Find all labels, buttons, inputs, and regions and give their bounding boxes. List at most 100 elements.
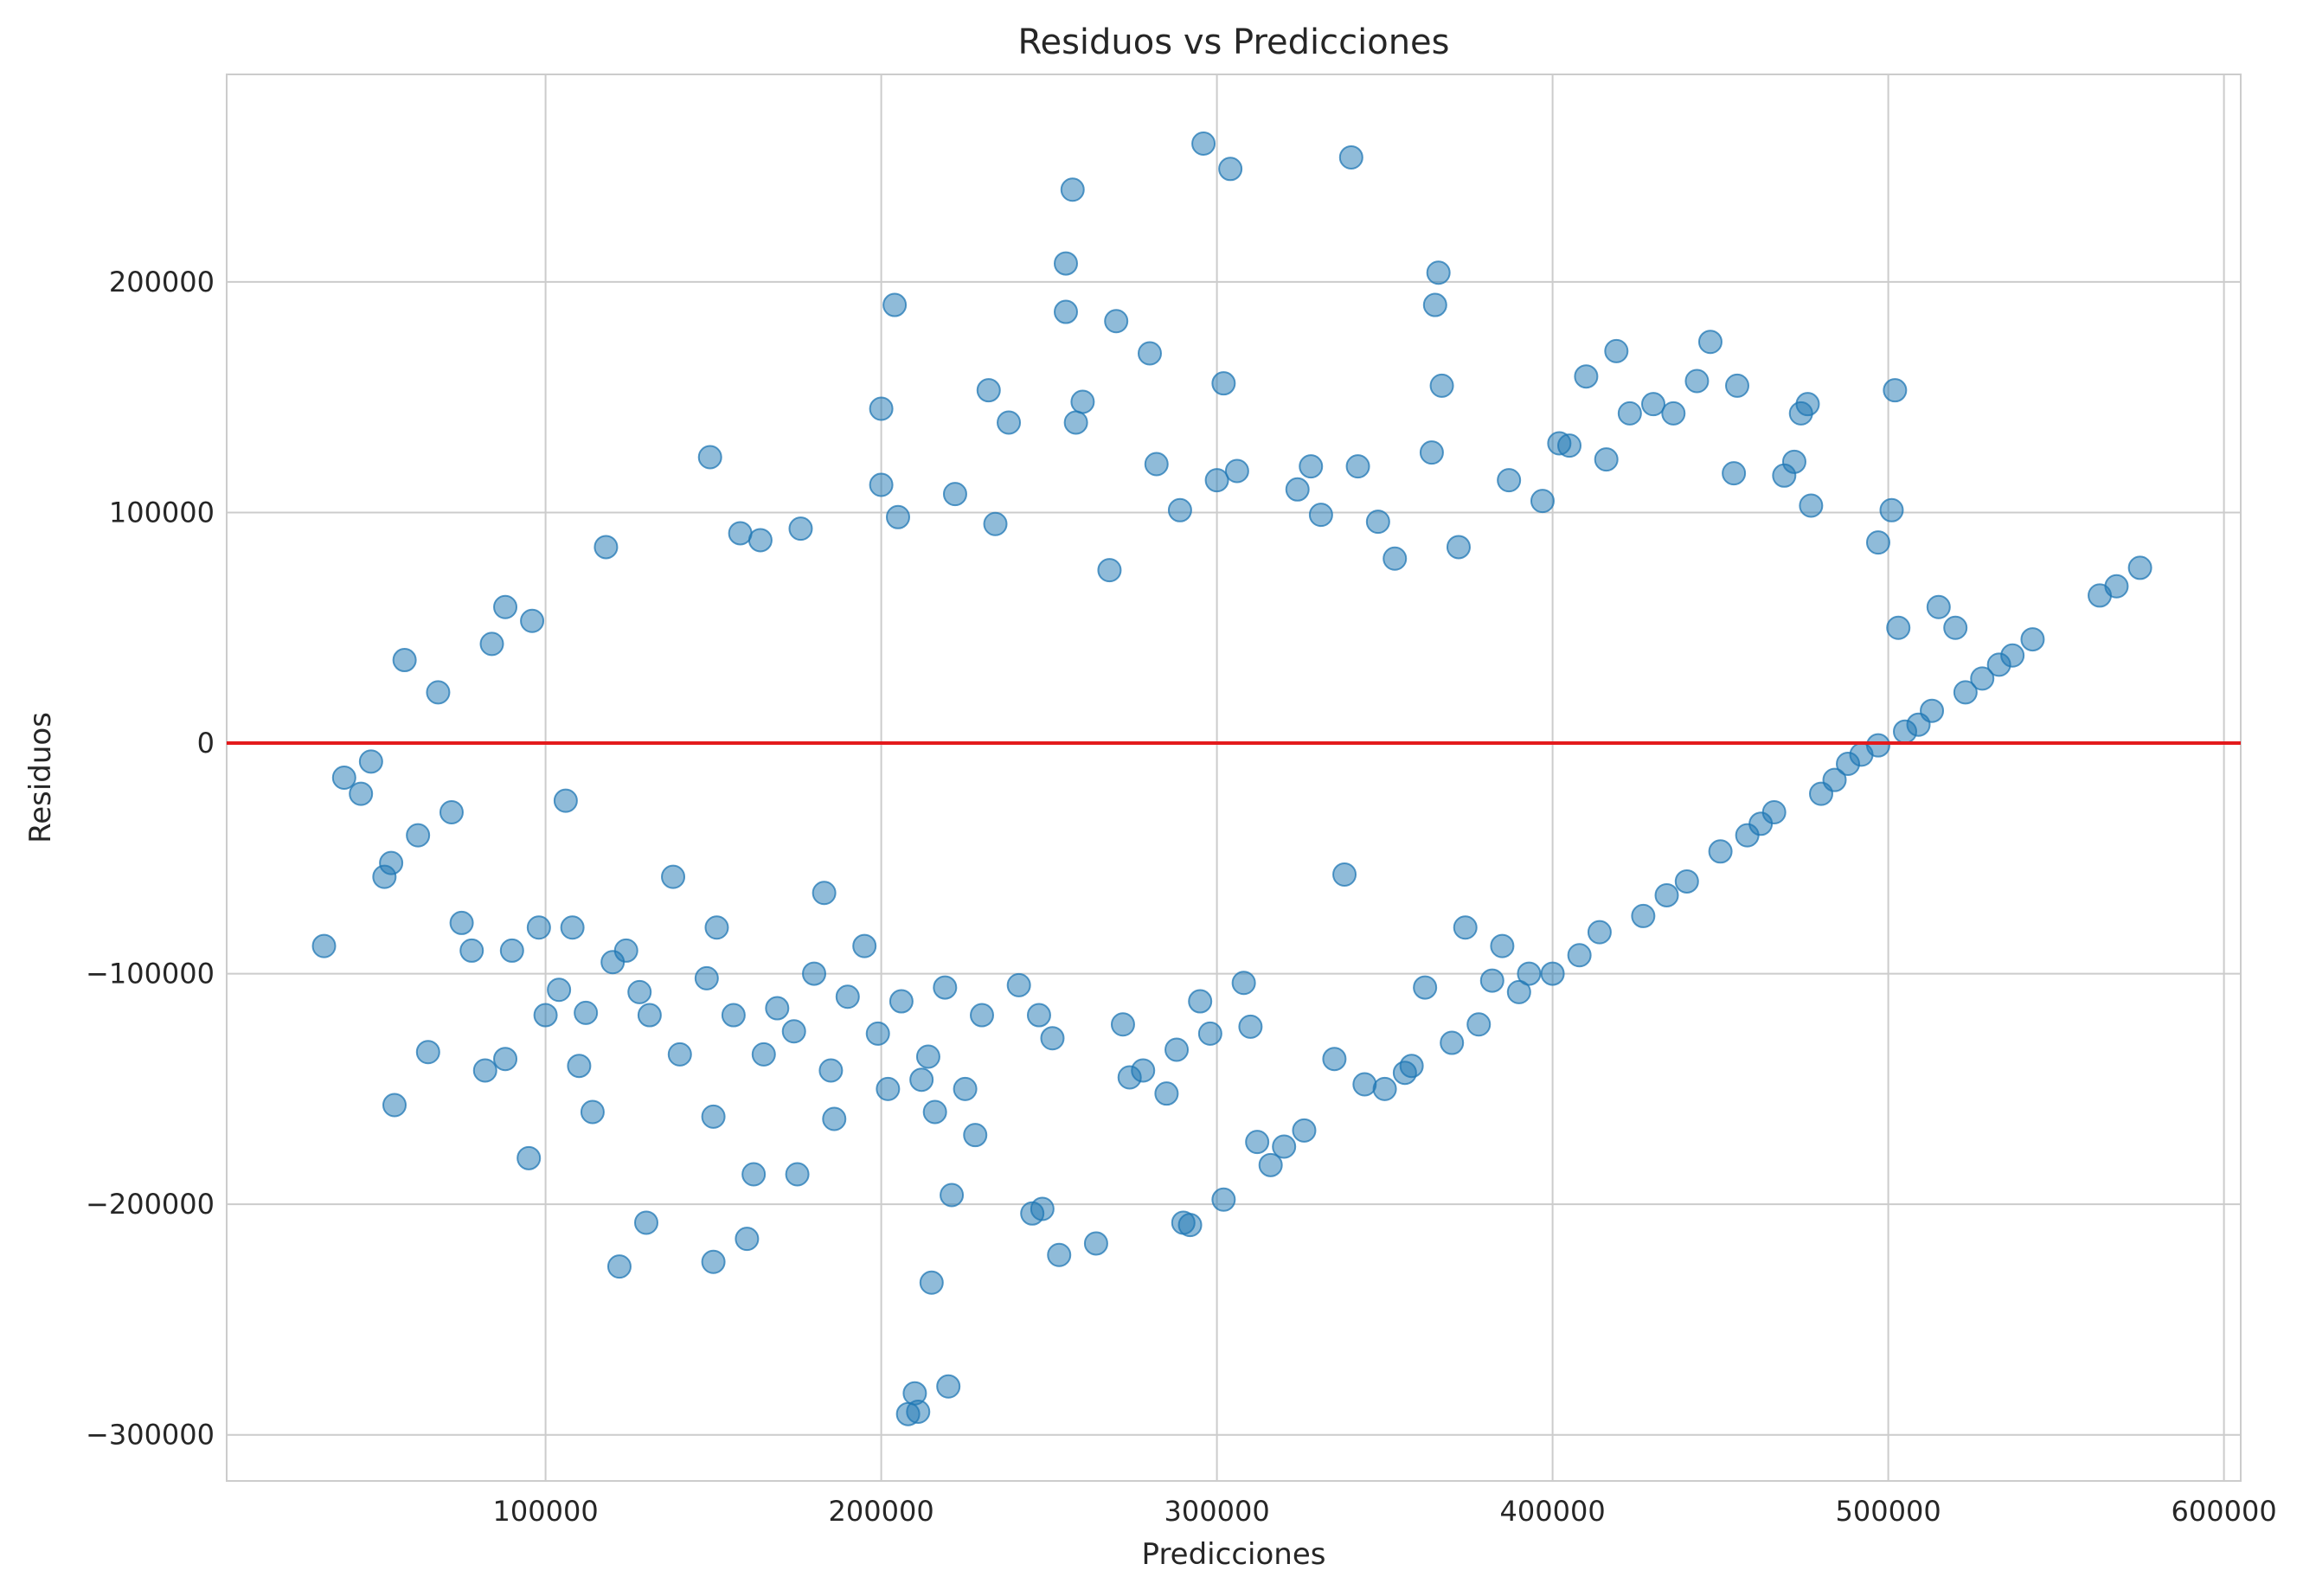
scatter-point xyxy=(1617,401,1642,426)
scatter-point xyxy=(963,1123,988,1148)
scatter-point xyxy=(1540,961,1565,986)
scatter-point xyxy=(1684,369,1710,394)
scatter-point xyxy=(1708,839,1733,864)
scatter-point xyxy=(1604,338,1629,363)
scatter-point xyxy=(349,781,374,806)
scatter-point xyxy=(1238,1014,1263,1039)
x-tick-label: 100000 xyxy=(493,1495,599,1528)
scatter-point xyxy=(1631,903,1656,928)
scatter-point xyxy=(1138,341,1162,366)
scatter-point xyxy=(1054,251,1078,276)
scatter-point xyxy=(1530,489,1555,514)
scatter-point xyxy=(765,996,790,1021)
scatter-point xyxy=(785,1162,810,1187)
scatter-point xyxy=(1060,177,1085,202)
scatter-point xyxy=(1865,733,1890,758)
scatter-point xyxy=(479,631,504,657)
scatter-points xyxy=(311,131,2152,1426)
scatter-point xyxy=(1953,680,1978,705)
scatter-point xyxy=(1567,943,1592,968)
x-tick-label: 500000 xyxy=(1836,1495,1941,1528)
scatter-point xyxy=(869,472,894,497)
scatter-point xyxy=(1697,330,1723,355)
chart-title: Residuos vs Predicciones xyxy=(1017,22,1449,62)
scatter-point xyxy=(906,1400,931,1425)
scatter-point xyxy=(802,961,826,986)
y-axis-ticks: −300000 −200000 −100000 0 100000 200000 xyxy=(86,266,215,1452)
scatter-point xyxy=(1413,975,1438,1000)
scatter-point xyxy=(459,938,484,963)
y-tick-label: 200000 xyxy=(109,266,215,298)
scatter-point xyxy=(1419,440,1444,465)
scatter-point xyxy=(741,1162,767,1187)
scatter-point xyxy=(721,1003,746,1028)
x-tick-label: 300000 xyxy=(1164,1495,1270,1528)
scatter-point xyxy=(1097,558,1122,583)
scatter-point xyxy=(613,938,638,963)
scatter-point xyxy=(2020,627,2045,652)
scatter-point xyxy=(1131,1058,1156,1083)
scatter-point xyxy=(933,975,958,1000)
scatter-point xyxy=(472,1058,497,1083)
scatter-point xyxy=(1970,666,1995,691)
scatter-point xyxy=(781,1019,806,1044)
scatter-point xyxy=(547,977,572,1003)
scatter-point xyxy=(1383,546,1408,571)
scatter-point xyxy=(1926,594,1951,619)
scatter-point xyxy=(1365,510,1390,535)
scatter-point xyxy=(1164,1037,1190,1062)
scatter-point xyxy=(533,1003,558,1028)
scatter-point xyxy=(1799,493,1824,518)
scatter-point xyxy=(415,1040,440,1065)
scatter-point xyxy=(426,680,451,705)
scatter-point xyxy=(560,915,585,940)
scatter-point xyxy=(1879,497,1904,522)
scatter-point xyxy=(493,1047,518,1072)
x-tick-label: 200000 xyxy=(829,1495,934,1528)
scatter-point xyxy=(940,1183,965,1208)
scatter-point xyxy=(1047,1242,1072,1267)
scatter-point xyxy=(1661,401,1686,426)
scatter-point xyxy=(567,1054,592,1079)
scatter-point xyxy=(915,1044,940,1069)
scatter-point xyxy=(1557,433,1581,458)
x-axis-label: Predicciones xyxy=(1142,1537,1326,1572)
scatter-point xyxy=(1822,767,1847,792)
scatter-point xyxy=(1574,364,1599,389)
scatter-point xyxy=(1594,447,1619,472)
scatter-point xyxy=(392,648,417,673)
scatter-point xyxy=(580,1099,605,1125)
scatter-point xyxy=(1332,862,1357,887)
scatter-point xyxy=(728,521,753,546)
x-tick-label: 600000 xyxy=(2172,1495,2277,1528)
scatter-point xyxy=(788,516,813,542)
scatter-point xyxy=(516,1145,542,1170)
scatter-point xyxy=(382,1093,407,1118)
scatter-point xyxy=(449,910,474,935)
y-tick-label: 100000 xyxy=(109,496,215,529)
scatter-point xyxy=(1144,452,1169,477)
scatter-point xyxy=(1285,477,1310,502)
scatter-point xyxy=(1372,1076,1397,1101)
scatter-point xyxy=(1211,1187,1236,1212)
scatter-point xyxy=(634,1210,658,1235)
scatter-point xyxy=(1429,373,1454,398)
scatter-point xyxy=(1104,309,1129,334)
scatter-point xyxy=(1517,961,1542,986)
scatter-point xyxy=(889,989,914,1014)
scatter-point xyxy=(358,749,383,774)
scatter-point xyxy=(1920,698,1945,723)
scatter-point xyxy=(865,1021,890,1046)
scatter-point xyxy=(1006,972,1031,997)
scatter-point xyxy=(1426,260,1451,285)
scatter-point xyxy=(886,504,910,529)
scatter-point xyxy=(1204,468,1229,493)
scatter-point xyxy=(439,799,464,824)
scatter-point xyxy=(493,594,518,619)
scatter-point xyxy=(970,1003,994,1028)
scatter-point xyxy=(701,1249,726,1274)
scatter-point xyxy=(1292,1118,1317,1143)
scatter-point xyxy=(1338,144,1363,170)
scatter-point xyxy=(627,979,652,1004)
